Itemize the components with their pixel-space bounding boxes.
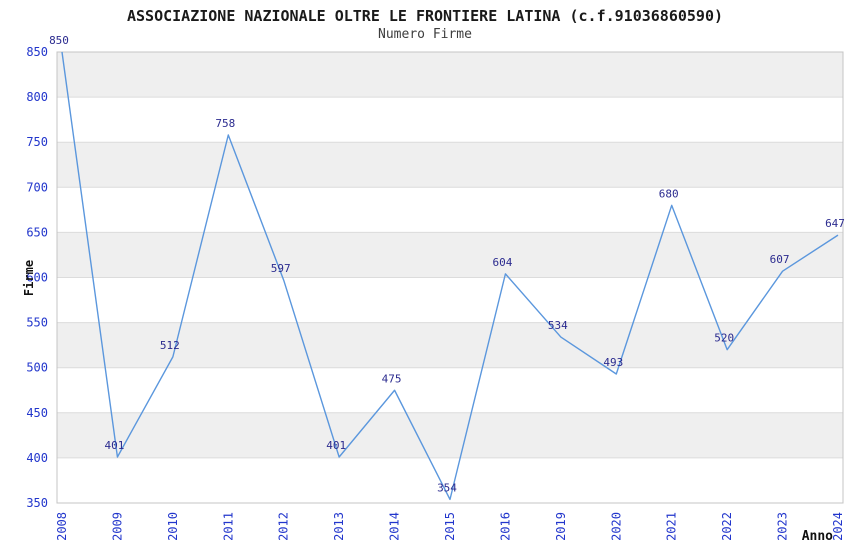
- y-tick-label: 350: [26, 496, 48, 510]
- y-tick-label: 850: [26, 45, 48, 59]
- x-tick-label: 2013: [332, 512, 346, 541]
- x-tick-label: 2024: [831, 512, 845, 541]
- x-tick-label: 2020: [609, 512, 623, 541]
- x-tick-label: 2022: [720, 512, 734, 541]
- y-tick-label: 650: [26, 225, 48, 239]
- x-tick-label: 2012: [277, 512, 291, 541]
- chart-title: ASSOCIAZIONE NAZIONALE OLTRE LE FRONTIER…: [126, 7, 724, 25]
- x-tick-label: 2010: [166, 512, 180, 541]
- y-tick-label: 600: [26, 271, 48, 285]
- point-label: 534: [548, 319, 568, 332]
- point-label: 647: [825, 217, 845, 230]
- y-tick-label: 800: [26, 90, 48, 104]
- x-tick-label: 2023: [776, 512, 790, 541]
- y-tick-label: 500: [26, 361, 48, 375]
- y-tick-label: 400: [26, 451, 48, 465]
- x-tick-label: 2014: [388, 512, 402, 541]
- y-axis-title: Firme: [22, 259, 36, 297]
- point-label: 401: [326, 439, 346, 452]
- point-label: 493: [603, 356, 623, 369]
- grid-band: [57, 52, 843, 98]
- point-label: 758: [215, 117, 235, 130]
- point-label: 604: [492, 256, 512, 269]
- x-tick-label: 2019: [554, 512, 568, 541]
- chart-subtitle: Numero Firme: [378, 27, 472, 42]
- point-label: 475: [382, 372, 402, 385]
- y-tick-label: 750: [26, 135, 48, 149]
- plot-border: [56, 51, 844, 504]
- x-tick-label: 2021: [665, 512, 679, 541]
- point-label: 607: [770, 253, 790, 266]
- x-tick-label: 2011: [221, 512, 235, 541]
- point-label: 680: [659, 187, 679, 200]
- x-tick-label: 2009: [110, 512, 124, 541]
- grid-band: [57, 412, 843, 458]
- point-label: 850: [49, 34, 69, 47]
- point-label: 520: [714, 332, 734, 345]
- x-tick-label: 2015: [443, 512, 457, 541]
- point-label: 512: [160, 339, 180, 352]
- y-tick-label: 550: [26, 316, 48, 330]
- point-label: 597: [271, 262, 291, 275]
- grid-band: [57, 232, 843, 278]
- x-tick-label: 2016: [498, 512, 512, 541]
- grid-band: [57, 322, 843, 368]
- point-label: 401: [104, 439, 124, 452]
- grid-band: [57, 142, 843, 188]
- y-tick-label: 450: [26, 406, 48, 420]
- point-label: 354: [437, 481, 457, 494]
- x-axis-title: Anno: [801, 529, 833, 544]
- data-line: [61, 51, 839, 501]
- x-tick-label: 2008: [55, 512, 69, 541]
- y-tick-label: 700: [26, 180, 48, 194]
